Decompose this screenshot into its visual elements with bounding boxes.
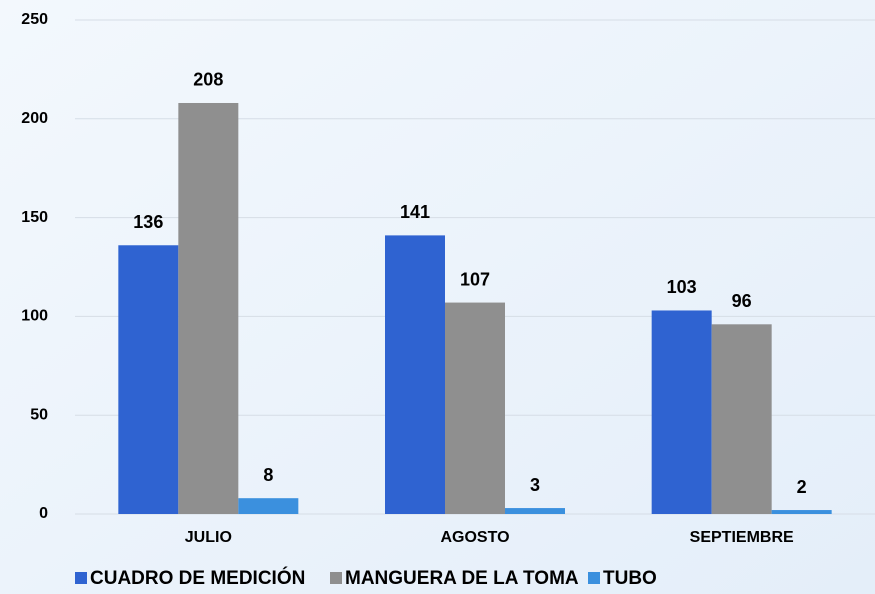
legend-label: CUADRO DE MEDICIÓN bbox=[90, 567, 305, 589]
y-tick-label: 50 bbox=[30, 406, 48, 423]
x-tick-label: SEPTIEMBRE bbox=[690, 529, 794, 546]
bar bbox=[385, 235, 445, 514]
bar bbox=[771, 510, 832, 514]
data-label: 208 bbox=[193, 70, 223, 90]
y-tick-label: 250 bbox=[21, 11, 48, 28]
data-label: 136 bbox=[133, 212, 163, 232]
bar bbox=[118, 245, 179, 515]
bar bbox=[445, 302, 505, 514]
legend-swatch bbox=[75, 572, 87, 584]
legend-label: MANGUERA DE LA TOMA bbox=[345, 568, 579, 589]
y-tick-label: 200 bbox=[21, 110, 48, 127]
data-label: 2 bbox=[797, 477, 807, 497]
data-label: 107 bbox=[460, 269, 490, 289]
data-label: 141 bbox=[400, 202, 430, 222]
data-label: 8 bbox=[263, 465, 273, 485]
data-label: 3 bbox=[530, 475, 540, 495]
legend-swatch bbox=[330, 572, 342, 584]
bar bbox=[651, 310, 712, 514]
bar bbox=[238, 498, 299, 514]
legend-label: TUBO bbox=[603, 568, 657, 589]
y-tick-label: 0 bbox=[39, 505, 48, 522]
y-tick-label: 150 bbox=[21, 209, 48, 226]
legend-swatch bbox=[588, 572, 600, 584]
x-tick-label: AGOSTO bbox=[440, 529, 509, 546]
data-label: 96 bbox=[732, 291, 752, 311]
bar bbox=[505, 508, 565, 514]
y-tick-label: 100 bbox=[21, 308, 48, 325]
bar bbox=[178, 102, 239, 514]
x-tick-label: JULIO bbox=[185, 529, 232, 546]
data-label: 103 bbox=[667, 277, 697, 297]
bar bbox=[711, 324, 772, 514]
